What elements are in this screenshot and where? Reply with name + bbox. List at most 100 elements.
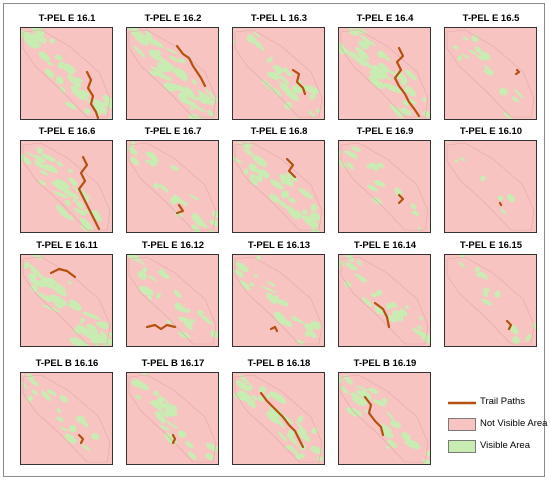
map-panel: T-PEL L 16.3: [224, 12, 334, 126]
panel-title: T-PEL B 16.19: [353, 358, 417, 369]
visible-swatch: [448, 440, 476, 453]
visible-area: [127, 28, 218, 119]
panel-title: T-PEL E 16.9: [356, 126, 414, 137]
panel-title: T-PEL E 16.7: [144, 126, 202, 137]
visible-area: [339, 255, 430, 344]
terrain-outline: [340, 374, 429, 463]
terrain-outline: [22, 29, 111, 118]
map-panel: T-PEL B 16.16: [12, 357, 122, 471]
viewshed-svg: [445, 28, 536, 119]
viewshed-svg: [127, 28, 218, 119]
visible-area: [339, 146, 422, 231]
trail-path: [393, 46, 421, 118]
visible-area: [127, 141, 218, 232]
legend-item-not-visible: Not Visible Area: [442, 417, 548, 433]
trail-path: [514, 68, 521, 76]
trail-line-icon: [448, 401, 476, 405]
trail-path: [175, 203, 185, 215]
panel-title: T-PEL E 16.11: [36, 240, 98, 251]
not-visible-area: [21, 373, 112, 464]
viewshed-map: [232, 27, 325, 120]
panel-title: T-PEL E 16.5: [462, 13, 520, 24]
map-panel: T-PEL E 16.14: [330, 239, 440, 353]
viewshed-map: [126, 372, 219, 465]
viewshed-map: [232, 372, 325, 465]
map-panel: T-PEL E 16.8: [224, 125, 334, 239]
terrain-outline: [234, 256, 323, 345]
not-visible-area: [445, 255, 536, 346]
panel-title: T-PEL E 16.12: [141, 240, 205, 251]
visible-area: [339, 373, 430, 464]
panel-title: T-PEL B 16.18: [247, 358, 311, 369]
viewshed-map: [338, 254, 431, 347]
legend-label-not-visible: Not Visible Area: [480, 418, 548, 429]
not-visible-swatch: [448, 418, 476, 431]
viewshed-map: [20, 140, 113, 233]
map-panel: T-PEL B 16.18: [224, 357, 334, 471]
map-panel: T-PEL E 16.2: [118, 12, 228, 126]
terrain-outline: [340, 256, 429, 345]
viewshed-svg: [233, 373, 324, 464]
map-panel: T-PEL E 16.1: [12, 12, 122, 126]
viewshed-map: [126, 140, 219, 233]
viewshed-svg: [127, 373, 218, 464]
trail-path: [77, 155, 101, 231]
visible-area: [445, 141, 515, 215]
viewshed-map: [20, 27, 113, 120]
map-panel: T-PEL E 16.5: [436, 12, 546, 126]
visible-area: [130, 373, 218, 460]
terrain-outline: [234, 29, 323, 118]
map-panel: T-PEL E 16.9: [330, 125, 440, 239]
viewshed-svg: [127, 141, 218, 232]
terrain-outline: [128, 142, 217, 231]
panel-title: T-PEL L 16.3: [250, 13, 308, 24]
viewshed-map: [20, 254, 113, 347]
map-panel: T-PEL E 16.12: [118, 239, 228, 353]
trail-path: [373, 301, 391, 329]
visible-area: [452, 34, 524, 119]
panel-title: T-PEL E 16.15: [459, 240, 523, 251]
viewshed-svg: [339, 373, 430, 464]
viewshed-svg: [21, 141, 112, 232]
viewshed-svg: [339, 28, 430, 119]
visible-area: [127, 255, 218, 339]
viewshed-map: [126, 27, 219, 120]
legend: Trail Paths Not Visible Area Visible Are…: [442, 393, 548, 459]
terrain-outline: [234, 142, 323, 231]
map-panel: T-PEL E 16.10: [436, 125, 546, 239]
terrain-outline: [446, 256, 535, 345]
panel-title: T-PEL E 16.10: [459, 126, 523, 137]
trail-path: [171, 433, 177, 445]
terrain-outline: [340, 29, 429, 118]
trail-path: [397, 193, 405, 205]
trail-path: [498, 201, 503, 207]
terrain-outline: [128, 29, 217, 118]
panel-title: T-PEL E 16.2: [144, 13, 202, 24]
terrain-outline: [446, 29, 535, 118]
viewshed-svg: [339, 141, 430, 232]
not-visible-area: [445, 141, 536, 232]
trail-path: [145, 323, 177, 331]
legend-item-trail: Trail Paths: [442, 395, 548, 411]
viewshed-svg: [339, 255, 430, 346]
visible-area: [21, 373, 100, 451]
viewshed-map: [444, 27, 537, 120]
trail-path: [259, 391, 305, 449]
terrain-outline: [128, 256, 217, 345]
viewshed-svg: [21, 373, 112, 464]
trail-path: [363, 395, 385, 437]
visible-area: [23, 255, 112, 346]
panel-title: T-PEL E 16.1: [38, 13, 96, 24]
not-visible-area: [127, 255, 218, 346]
panel-title: T-PEL B 16.17: [141, 358, 205, 369]
panel-title: T-PEL E 16.6: [38, 126, 96, 137]
panel-title: T-PEL E 16.4: [356, 13, 414, 24]
viewshed-svg: [127, 255, 218, 346]
not-visible-area: [339, 373, 430, 464]
terrain-outline: [128, 374, 217, 463]
map-panel: T-PEL B 16.17: [118, 357, 228, 471]
viewshed-map: [338, 372, 431, 465]
map-panel: T-PEL E 16.15: [436, 239, 546, 353]
trail-path: [49, 267, 77, 279]
viewshed-svg: [21, 255, 112, 346]
